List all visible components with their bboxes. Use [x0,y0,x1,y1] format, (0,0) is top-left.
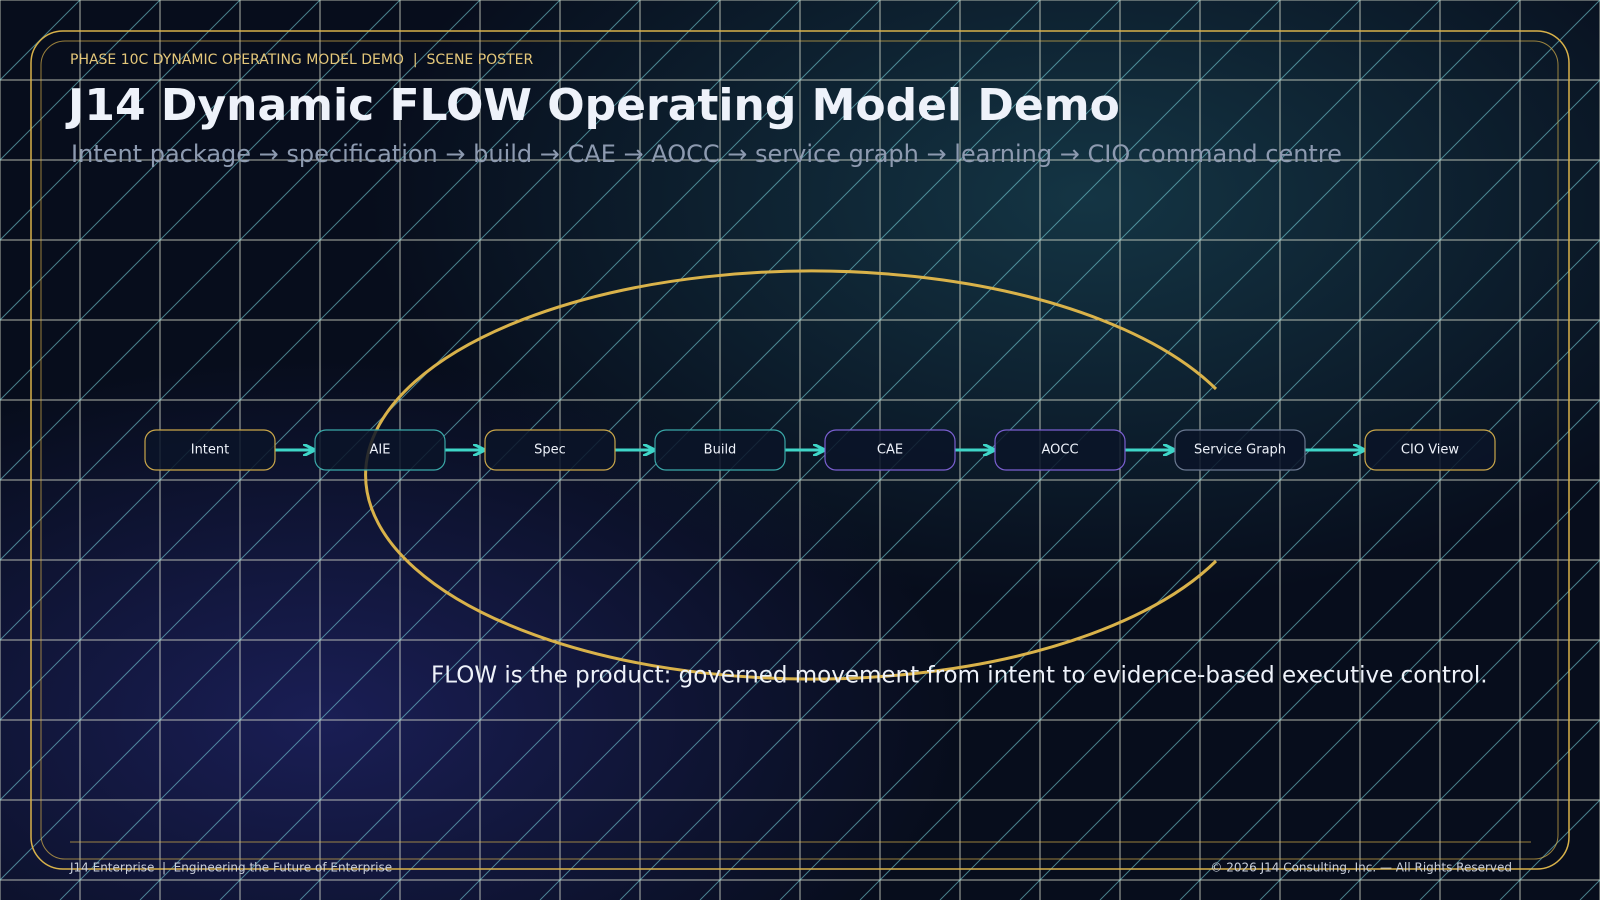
diagonal-line [0,0,241,241]
loop-arc [364,269,1218,681]
tagline: FLOW is the product: governed movement f… [431,663,1488,689]
node-box [824,429,956,471]
node-label: CAE [877,443,903,458]
node-label: Build [704,443,737,458]
diagonal-line [1099,399,1600,900]
diagonal-line [1179,479,1600,900]
inner-frame [40,40,1559,860]
node-box [994,429,1126,471]
node-label: CIO View [1401,443,1459,458]
diagonal-line [0,0,401,401]
node-box [1364,429,1496,471]
footer-left: J14 Enterprise | Engineering the Future … [69,861,392,875]
node-box [144,429,276,471]
node-label: Service Graph [1194,443,1286,458]
flow: Intent AIE Spec Build CAE AOCC Service Graph CI… [144,429,1496,471]
node-box [484,429,616,471]
footer-right: © 2026 J14 Consulting, Inc. — All Rights… [1210,861,1512,875]
node-label: AIE [370,443,391,458]
diagonal-line [1339,639,1600,900]
node-box [654,429,786,471]
outer-frame [30,30,1570,870]
subtitle: Intent package → specification → build →… [71,140,1342,168]
diagonal-line [0,0,161,161]
title: J14 Dynamic FLOW Operating Model Demo [65,80,1120,131]
node-box [1174,429,1306,471]
node-label: AOCC [1041,443,1078,458]
diagonal-line [0,0,481,481]
diagonal-line [0,0,561,561]
diagonal-line [1419,719,1600,900]
diagonal-line [0,0,321,321]
node-box [314,429,446,471]
kicker: PHASE 10C DYNAMIC OPERATING MODEL DEMO |… [70,52,533,68]
diagonal-line [1259,559,1600,900]
node-label: Spec [534,443,566,458]
node-label: Intent [191,443,230,458]
